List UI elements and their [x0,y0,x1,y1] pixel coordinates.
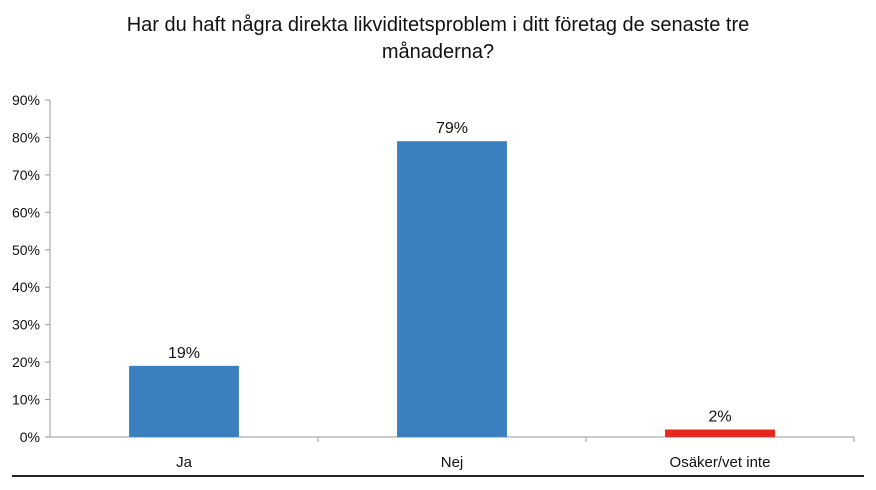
chart-title-line-1: Har du haft några direkta likviditetspro… [126,14,750,36]
y-tick-label: 30% [12,317,40,333]
x-tick-label: Ja [176,454,193,471]
y-tick-label: 50% [12,242,40,258]
chart-title: Har du haft några direkta likviditetspro… [0,12,876,66]
y-tick-label: 0% [20,429,40,445]
x-tick-label: Nej [441,454,464,471]
y-tick-label: 20% [12,354,40,370]
bar [129,365,239,437]
y-tick-label: 60% [12,204,40,220]
y-tick-label: 70% [12,167,40,183]
y-tick-label: 90% [12,92,40,108]
bottom-divider [12,475,864,477]
chart-title-line-2: månaderna? [381,41,495,63]
y-tick-label: 40% [12,279,40,295]
data-label: 19% [168,345,200,362]
bar [665,429,775,437]
data-label: 2% [708,409,731,426]
bar [397,141,507,437]
y-tick-label: 10% [12,392,40,408]
y-tick-label: 80% [12,129,40,145]
data-label: 79% [436,120,468,137]
x-tick-label: Osäker/vet inte [670,454,771,471]
